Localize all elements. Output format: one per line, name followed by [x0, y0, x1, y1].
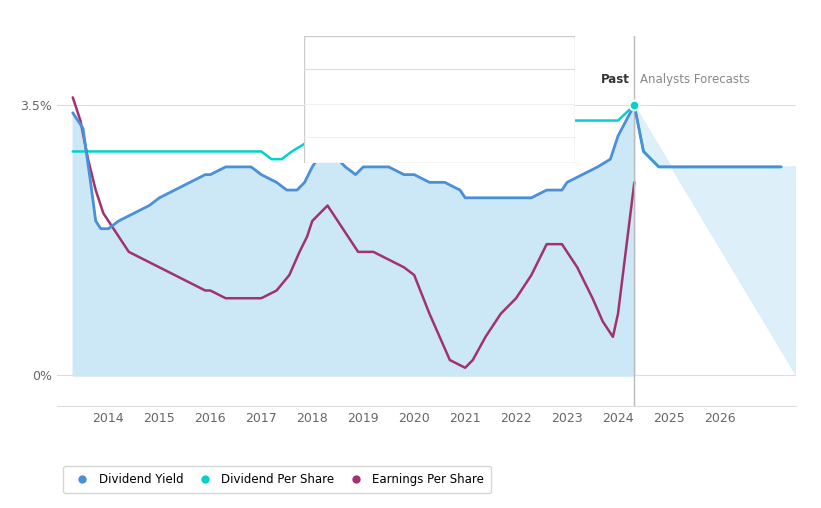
Text: /yr: /yr	[483, 76, 501, 86]
Text: Earnings Per Share: Earnings Per Share	[317, 145, 423, 155]
FancyBboxPatch shape	[304, 36, 575, 163]
Text: 3.5%: 3.5%	[445, 76, 475, 86]
Text: Analysts Forecasts: Analysts Forecasts	[640, 73, 750, 86]
Text: Apr 23 2024: Apr 23 2024	[317, 46, 398, 59]
Polygon shape	[635, 105, 796, 375]
Text: Dividend Yield: Dividend Yield	[317, 76, 397, 86]
Text: Past: Past	[601, 73, 631, 86]
Legend: Dividend Yield, Dividend Per Share, Earnings Per Share: Dividend Yield, Dividend Per Share, Earn…	[63, 466, 491, 493]
Text: S$0.200: S$0.200	[445, 112, 495, 122]
Text: Dividend Per Share: Dividend Per Share	[317, 112, 424, 122]
Text: No data: No data	[445, 145, 488, 155]
Text: /yr: /yr	[507, 112, 525, 122]
